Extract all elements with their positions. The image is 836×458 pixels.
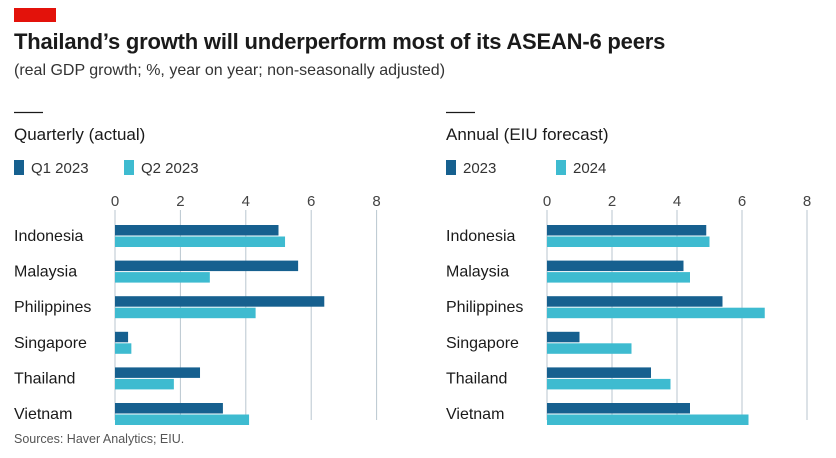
chart-title: Thailand’s growth will underperform most…	[14, 29, 666, 54]
annual-panel: Annual (EIU forecast) 2023 2024 0 2 4 6 8 Indone…	[446, 111, 811, 425]
legend-label-0: Q1 2023	[31, 160, 89, 177]
legend-label-1: 2024	[573, 160, 606, 177]
bar-thailand-0	[547, 367, 651, 378]
tick-label-4: 4	[242, 193, 250, 210]
bar-singapore-0	[115, 331, 129, 343]
tick-label-2: 2	[176, 193, 184, 210]
tick-label-0: 0	[111, 193, 119, 210]
sources-note: Sources: Haver Analytics; EIU.	[14, 432, 185, 446]
category-label-malaysia: Malaysia	[14, 264, 77, 281]
brand-red-bar	[14, 8, 56, 22]
category-label-indonesia: Indonesia	[14, 228, 83, 245]
tick-label-8: 8	[372, 193, 380, 210]
bar-malaysia-0	[547, 260, 684, 272]
bar-philippines-0	[547, 296, 723, 307]
bar-singapore-1	[115, 343, 132, 354]
bar-vietnam-0	[115, 403, 223, 414]
legend-label-1: Q2 2023	[141, 160, 199, 177]
category-label-singapore: Singapore	[14, 335, 87, 352]
category-label-vietnam: Vietnam	[14, 406, 72, 423]
bar-singapore-0	[547, 331, 580, 343]
tick-label-6: 6	[738, 193, 746, 210]
bar-indonesia-0	[547, 225, 707, 236]
bar-philippines-1	[115, 307, 256, 319]
legend-label-0: 2023	[463, 160, 496, 177]
tick-label-2: 2	[608, 193, 616, 210]
category-label-indonesia: Indonesia	[446, 228, 515, 245]
bar-malaysia-1	[547, 272, 690, 283]
bar-indonesia-1	[115, 236, 286, 247]
legend-swatch-1	[124, 160, 134, 175]
bar-vietnam-1	[115, 414, 250, 425]
bar-philippines-0	[115, 296, 325, 307]
panel-title: Annual (EIU forecast)	[446, 125, 609, 144]
bar-malaysia-1	[115, 272, 210, 283]
bar-singapore-1	[547, 343, 632, 354]
bar-thailand-0	[115, 367, 201, 378]
bar-philippines-1	[547, 307, 765, 319]
legend-swatch-0	[446, 160, 456, 175]
panel-title: Quarterly (actual)	[14, 125, 145, 144]
tick-label-8: 8	[803, 193, 811, 210]
category-label-philippines: Philippines	[446, 299, 523, 316]
tick-label-4: 4	[673, 193, 681, 210]
bar-malaysia-0	[115, 260, 299, 272]
quarterly-panel: Quarterly (actual) Q1 2023 Q2 2023 0 2 4 6 8 Ind…	[14, 111, 381, 425]
bar-thailand-1	[547, 378, 671, 390]
category-label-vietnam: Vietnam	[446, 406, 504, 423]
bar-indonesia-0	[115, 225, 279, 236]
bar-indonesia-1	[547, 236, 710, 247]
legend-swatch-1	[556, 160, 566, 175]
category-label-thailand: Thailand	[446, 370, 507, 387]
tick-label-6: 6	[307, 193, 315, 210]
chart-subtitle: (real GDP growth; %, year on year; non-s…	[14, 62, 446, 79]
bar-thailand-1	[115, 378, 174, 390]
category-label-philippines: Philippines	[14, 299, 91, 316]
category-label-thailand: Thailand	[14, 370, 75, 387]
bar-vietnam-0	[547, 403, 690, 414]
category-label-singapore: Singapore	[446, 335, 519, 352]
category-label-malaysia: Malaysia	[446, 264, 509, 281]
bar-vietnam-1	[547, 414, 749, 425]
legend-swatch-0	[14, 160, 24, 175]
tick-label-0: 0	[543, 193, 551, 210]
